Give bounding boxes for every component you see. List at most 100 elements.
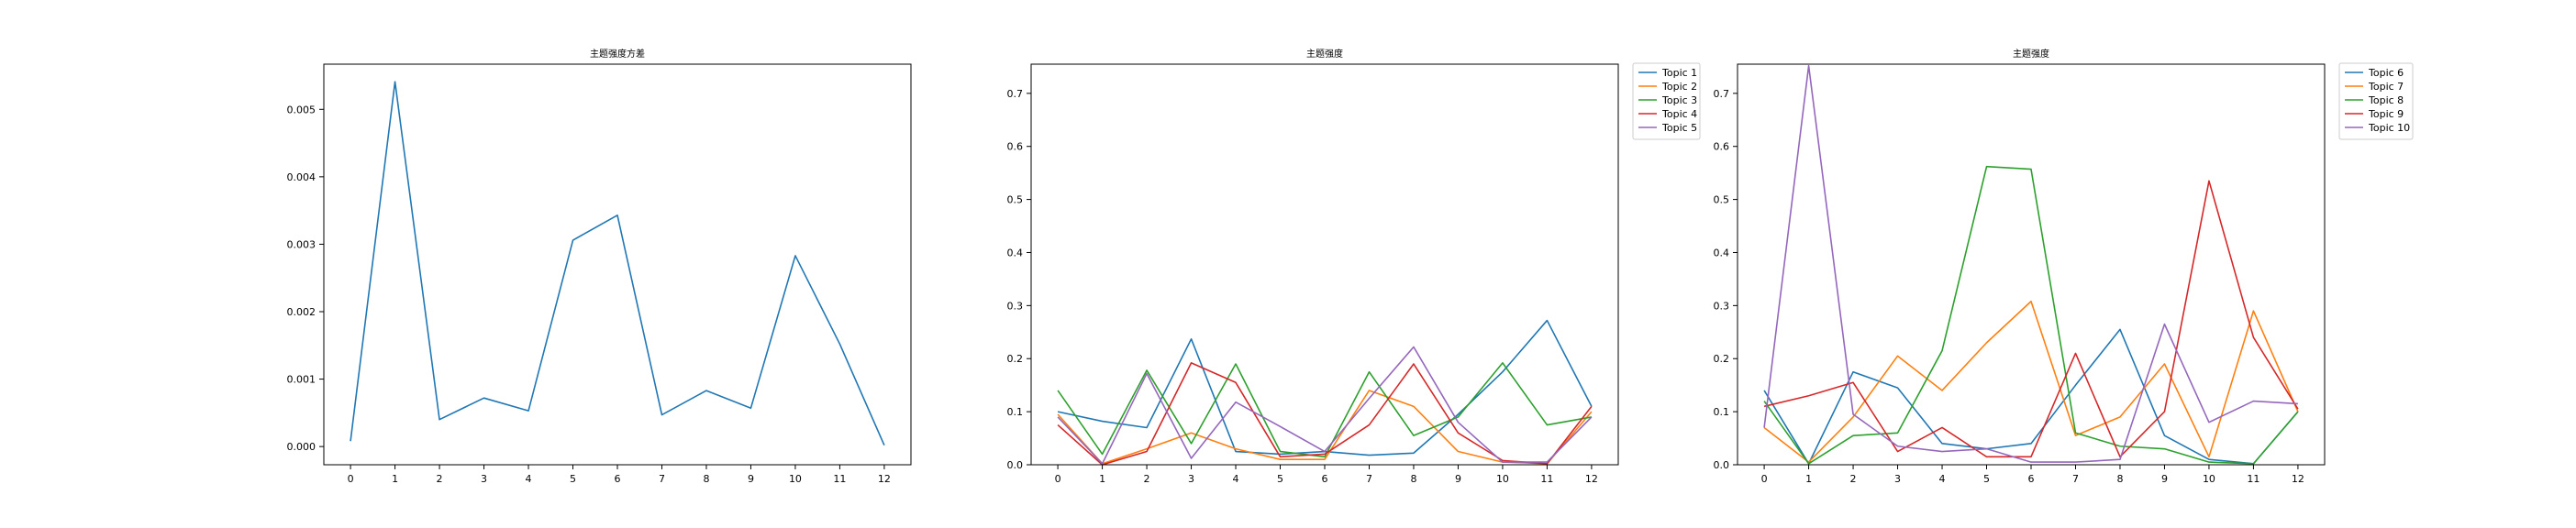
- legend-label: Topic 1: [1661, 67, 1697, 79]
- x-tick-label: 10: [2203, 473, 2215, 485]
- y-axis: 0.0 0.1 0.2 0.3 0.4 0.5 0.6 0.7: [1007, 88, 1031, 471]
- y-tick-label: 0.1: [1007, 406, 1024, 418]
- x-tick-label: 7: [1366, 473, 1372, 485]
- x-tick-label: 0: [1055, 473, 1061, 485]
- x-axis: 0 1 2 3 4 5 6 7 8 9 10 11 12: [348, 465, 891, 485]
- series-line-topic-10: [1763, 64, 2298, 463]
- x-tick-label: 1: [1805, 473, 1812, 485]
- x-tick-label: 4: [526, 473, 532, 485]
- legend-label: Topic 7: [2368, 81, 2404, 93]
- y-axis: 0.0 0.1 0.2 0.3 0.4 0.5 0.6 0.7: [1714, 88, 1738, 471]
- legend-label: Topic 5: [1661, 122, 1697, 134]
- x-tick-label: 1: [1099, 473, 1105, 485]
- legend-box: [1632, 62, 1701, 140]
- chart-title: 主题强度: [2013, 48, 2049, 60]
- y-tick-label: 0.004: [287, 171, 316, 183]
- x-tick-label: 5: [1983, 473, 1990, 485]
- y-tick-label: 0.4: [1007, 247, 1024, 258]
- x-tick-label: 9: [2161, 473, 2168, 485]
- x-tick-label: 5: [570, 473, 576, 485]
- x-tick-label: 10: [1496, 473, 1509, 485]
- y-tick-label: 0.000: [287, 441, 316, 453]
- y-tick-label: 0.7: [1714, 88, 1730, 100]
- x-tick-label: 3: [1894, 473, 1901, 485]
- x-tick-label: 4: [1233, 473, 1239, 485]
- y-tick-label: 0.3: [1714, 300, 1730, 312]
- x-tick-label: 11: [1540, 473, 1553, 485]
- y-tick-label: 0.1: [1714, 406, 1730, 418]
- x-tick-label: 7: [659, 473, 665, 485]
- series-group: [350, 81, 885, 446]
- y-tick-label: 0.002: [287, 306, 316, 318]
- chart-title: 主题强度: [1306, 48, 1343, 60]
- x-tick-label: 2: [1850, 473, 1857, 485]
- x-tick-label: 2: [1144, 473, 1150, 485]
- x-tick-label: 0: [1761, 473, 1768, 485]
- x-tick-label: 12: [2292, 473, 2304, 485]
- series-line-topic-4: [1057, 362, 1593, 466]
- legend-label: Topic 10: [2368, 122, 2410, 134]
- x-tick-label: 0: [348, 473, 354, 485]
- x-tick-label: 9: [748, 473, 754, 485]
- series-group: [1763, 64, 2299, 465]
- y-axis: 0.000 0.001 0.002 0.003 0.004 0.005: [287, 104, 324, 453]
- series-line-topic-9: [1763, 180, 2299, 458]
- series-line-1: [350, 81, 885, 446]
- x-tick-label: 6: [1322, 473, 1328, 485]
- x-axis: 0 1 2 3 4 5 6 7 8 9 10 11 12: [1055, 465, 1598, 485]
- series-line-topic-5: [1057, 346, 1593, 465]
- y-tick-label: 0.6: [1007, 141, 1024, 153]
- y-tick-label: 0.6: [1714, 141, 1730, 153]
- x-tick-label: 4: [1939, 473, 1946, 485]
- x-tick-label: 11: [833, 473, 846, 485]
- y-tick-label: 0.005: [287, 104, 316, 116]
- y-tick-label: 0.2: [1714, 353, 1730, 365]
- legend-label: Topic 9: [2368, 108, 2404, 120]
- x-tick-label: 11: [2247, 473, 2260, 485]
- y-tick-label: 0.3: [1007, 300, 1024, 312]
- y-tick-label: 0.0: [1007, 459, 1024, 471]
- x-tick-label: 2: [437, 473, 443, 485]
- series-line-topic-6: [1763, 328, 2299, 465]
- legend-box: [2338, 62, 2414, 140]
- x-tick-label: 12: [878, 473, 891, 485]
- legend-label: Topic 6: [2368, 67, 2404, 79]
- legend-label: Topic 8: [2368, 94, 2404, 106]
- x-tick-label: 8: [1410, 473, 1416, 485]
- y-tick-label: 0.2: [1007, 353, 1024, 365]
- y-tick-label: 0.4: [1714, 247, 1730, 258]
- series-line-topic-8: [1763, 165, 2299, 465]
- x-tick-label: 10: [789, 473, 802, 485]
- x-tick-label: 9: [1455, 473, 1461, 485]
- series-line-topic-7: [1763, 300, 2299, 463]
- y-tick-label: 0.5: [1007, 194, 1024, 206]
- series-group: [1057, 319, 1593, 466]
- x-tick-label: 7: [2072, 473, 2079, 485]
- x-tick-label: 8: [703, 473, 709, 485]
- x-tick-label: 12: [1585, 473, 1598, 485]
- x-tick-label: 6: [615, 473, 621, 485]
- x-tick-label: 1: [392, 473, 398, 485]
- series-line-topic-3: [1057, 362, 1593, 458]
- legend-label: Topic 3: [1661, 94, 1697, 106]
- x-tick-label: 3: [1188, 473, 1194, 485]
- legend-label: Topic 2: [1661, 81, 1697, 93]
- chart-title: 主题强度方差: [590, 48, 645, 60]
- y-tick-label: 0.0: [1714, 459, 1730, 471]
- y-tick-label: 0.5: [1714, 194, 1730, 206]
- legend-label: Topic 4: [1661, 108, 1697, 120]
- x-tick-label: 3: [481, 473, 487, 485]
- x-axis: 0 1 2 3 4 5 6 7 8 9 10 11 12: [1761, 465, 2304, 485]
- x-tick-label: 5: [1277, 473, 1283, 485]
- y-tick-label: 0.7: [1007, 88, 1024, 100]
- y-tick-label: 0.001: [287, 374, 316, 386]
- y-tick-label: 0.003: [287, 238, 316, 250]
- x-tick-label: 8: [2116, 473, 2123, 485]
